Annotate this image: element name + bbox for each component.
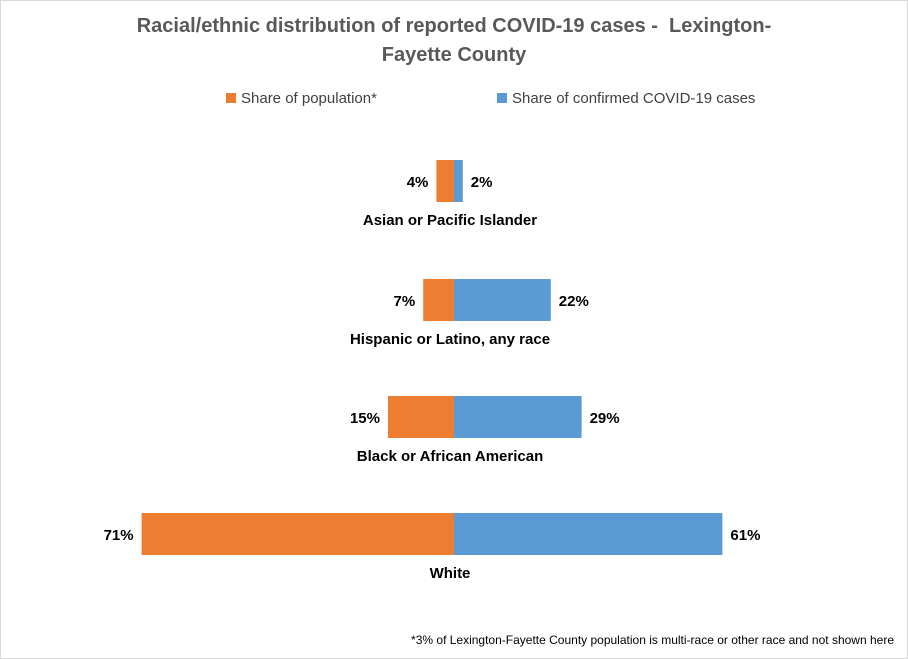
category-label-black-or-african-american: Black or African American [357, 448, 543, 465]
data-label-cases-white: 61% [730, 527, 760, 544]
data-label-cases-hispanic-or-latino-any-race: 22% [559, 293, 589, 310]
data-label-population-black-or-african-american: 15% [350, 410, 380, 427]
data-label-population-white: 71% [104, 527, 134, 544]
footnote: *3% of Lexington-Fayette County populati… [411, 633, 894, 647]
category-label-asian-or-pacific-islander: Asian or Pacific Islander [363, 212, 537, 229]
legend-label-cases: Share of confirmed COVID-19 cases [512, 89, 756, 107]
legend-item-cases: Share of confirmed COVID-19 cases [497, 88, 755, 108]
bar-population-white [141, 513, 454, 555]
chart-title: Racial/ethnic distribution of reported C… [0, 12, 908, 70]
bar-cases-white [454, 513, 723, 555]
legend-label-population: Share of population* [241, 89, 377, 107]
category-label-hispanic-or-latino-any-race: Hispanic or Latino, any race [350, 331, 550, 348]
category-label-white: White [430, 565, 471, 582]
legend-swatch-population [226, 93, 236, 103]
legend-swatch-cases [497, 93, 507, 103]
bar-population-black-or-african-american [388, 396, 454, 438]
data-label-population-asian-or-pacific-islander: 4% [407, 174, 429, 191]
bar-cases-black-or-african-american [454, 396, 582, 438]
chart-title-line-2: Fayette County [381, 44, 527, 66]
bar-population-asian-or-pacific-islander [436, 160, 454, 202]
bar-cases-hispanic-or-latino-any-race [454, 279, 551, 321]
legend: Share of population* Share of confirmed … [0, 88, 908, 108]
chart-title-line-1: Racial/ethnic distribution of reported C… [136, 15, 772, 37]
bar-population-hispanic-or-latino-any-race [423, 279, 454, 321]
data-label-cases-black-or-african-american: 29% [590, 410, 620, 427]
data-label-population-hispanic-or-latino-any-race: 7% [394, 293, 416, 310]
bar-cases-asian-or-pacific-islander [454, 160, 463, 202]
legend-item-population: Share of population* [226, 88, 377, 108]
data-label-cases-asian-or-pacific-islander: 2% [471, 174, 493, 191]
